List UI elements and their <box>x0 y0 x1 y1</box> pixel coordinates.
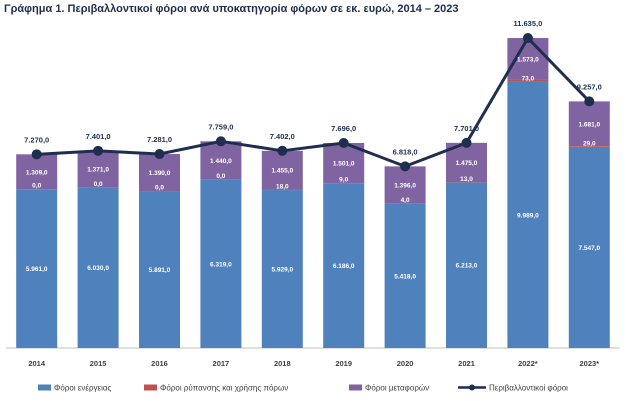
data-label-energy: 5.418,0 <box>394 273 416 280</box>
data-label-transport: 1.573,0 <box>517 57 539 64</box>
x-tick-label: 2014 <box>28 359 46 368</box>
bar-segment-transport <box>77 150 119 188</box>
legend-label: Περιβαλλοντικοί φόροι <box>489 384 568 393</box>
bar-segment-energy <box>568 146 610 348</box>
data-label-transport: 1.309,0 <box>26 169 48 176</box>
x-tick-label: 2017 <box>213 359 230 368</box>
bar-segment-energy <box>507 81 549 348</box>
data-label-pollution: 4,0 <box>401 197 410 204</box>
bar-segment-energy <box>384 203 426 348</box>
bar-segment-pollution <box>568 146 610 147</box>
data-label-pollution: 0,0 <box>155 185 164 192</box>
bar-segment-energy <box>139 191 180 348</box>
legend-swatch <box>38 384 51 391</box>
data-label-energy: 5.929,0 <box>271 267 293 274</box>
data-label-pollution: 18,0 <box>276 184 289 191</box>
total-line-point <box>154 149 165 160</box>
total-line-label: 7.701,0 <box>454 124 479 133</box>
legend-item-pollution: Φόροι ρύπανσης και χρήσης πόρων <box>144 384 288 393</box>
data-label-energy: 6.030,0 <box>87 265 109 272</box>
bar-segment-energy <box>16 189 58 348</box>
labels-layer: 5.961,0 0,0 1.309,0 6.030,0 0,0 1.371,0 5.891,… <box>24 19 602 280</box>
bar-segment-energy <box>446 182 487 348</box>
bar-segment-transport <box>261 150 303 190</box>
bar-segment-transport <box>16 154 58 190</box>
bar-segment-energy <box>77 187 119 348</box>
total-line-point <box>461 137 472 148</box>
x-tick-label: 2015 <box>90 359 107 368</box>
data-label-transport: 1.390,0 <box>149 170 171 177</box>
legend-label: Φόροι ρύπανσης και χρήσης πόρων <box>160 384 288 393</box>
data-label-pollution: 0,0 <box>216 173 225 180</box>
total-line-point <box>522 33 533 44</box>
total-line-point <box>400 161 411 172</box>
total-line-point <box>338 137 349 148</box>
data-label-energy: 9.989,0 <box>517 212 539 219</box>
total-line-label: 7.281,0 <box>147 135 172 144</box>
data-label-pollution: 13,0 <box>460 176 473 183</box>
total-line-point <box>584 96 595 107</box>
legend-item-total: Περιβαλλοντικοί φόροι <box>458 384 568 393</box>
data-label-transport: 1.440,0 <box>210 158 232 165</box>
bar-segment-transport <box>568 101 610 147</box>
x-tick-label: 2018 <box>274 359 291 368</box>
data-label-energy: 7.547,0 <box>578 245 600 252</box>
data-label-transport: 1.396,0 <box>394 182 416 189</box>
total-line-label: 7.696,0 <box>331 124 356 133</box>
legend-item-transport: Φόροι μεταφορών <box>349 384 429 393</box>
legend-item-energy: Φόροι ενέργειας <box>38 384 111 393</box>
total-line-label: 9.257,0 <box>577 82 602 91</box>
total-line-label: 11.635,0 <box>514 19 543 28</box>
bars-layer <box>16 38 610 348</box>
data-label-transport: 1.501,0 <box>333 160 355 167</box>
bar-segment-energy <box>200 179 242 348</box>
legend-marker <box>469 384 475 391</box>
bar-segment-transport <box>139 154 180 192</box>
total-line <box>36 36 591 168</box>
data-label-pollution: 29,0 <box>583 140 596 147</box>
x-tick-label: 2023* <box>579 359 599 368</box>
data-label-energy: 6.213,0 <box>456 263 478 270</box>
total-line-label: 7.401,0 <box>86 132 111 141</box>
x-tick-label: 2021 <box>458 359 475 368</box>
bar-segment-pollution <box>507 79 549 82</box>
data-label-energy: 5.891,0 <box>149 267 171 274</box>
data-label-transport: 1.371,0 <box>87 167 109 174</box>
total-line-label: 7.759,0 <box>208 122 233 131</box>
legend-swatch <box>144 384 157 391</box>
legend-label: Φόροι ενέργειας <box>54 384 111 393</box>
x-tick-label: 2022* <box>518 359 538 368</box>
legend-swatch <box>349 384 362 391</box>
line-layer <box>31 33 595 172</box>
data-label-energy: 5.961,0 <box>26 266 48 273</box>
data-label-transport: 1.455,0 <box>271 168 293 175</box>
bar-segment-transport <box>384 166 426 204</box>
bar-segment-transport <box>200 141 242 180</box>
data-label-transport: 1.475,0 <box>456 160 478 167</box>
data-label-pollution: 9,0 <box>339 177 348 184</box>
data-label-pollution: 73,0 <box>522 75 535 82</box>
legend-label: Φόροι μεταφορών <box>365 384 429 393</box>
total-line-label: 7.270,0 <box>24 135 49 144</box>
data-label-transport: 1.681,0 <box>578 121 600 128</box>
chart-title: Γράφημα 1. Περιβαλλοντικοί φόροι ανά υπο… <box>4 3 459 15</box>
total-line-point <box>277 145 288 156</box>
x-tick-label: 2020 <box>397 359 414 368</box>
bar-segment-energy <box>323 183 365 348</box>
data-label-pollution: 0,0 <box>94 181 103 188</box>
data-label-energy: 6.319,0 <box>210 261 232 268</box>
x-axis-ticks: 2014 2015 2016 2017 2018 2019 2020 2021 2022* 202… <box>28 359 599 368</box>
data-label-pollution: 0,0 <box>32 183 41 190</box>
x-tick-label: 2016 <box>151 359 168 368</box>
total-line-point <box>93 145 104 156</box>
total-line-point <box>31 149 42 160</box>
bar-segment-energy <box>261 190 303 348</box>
data-label-energy: 6.186,0 <box>333 263 355 270</box>
total-line-point <box>215 136 226 147</box>
total-line-label: 7.402,0 <box>270 132 295 141</box>
legend: Φόροι ενέργειας Φόροι ρύπανσης και χρήσης… <box>38 384 568 393</box>
total-line-label: 6.818,0 <box>393 147 418 156</box>
x-tick-label: 2019 <box>335 359 352 368</box>
